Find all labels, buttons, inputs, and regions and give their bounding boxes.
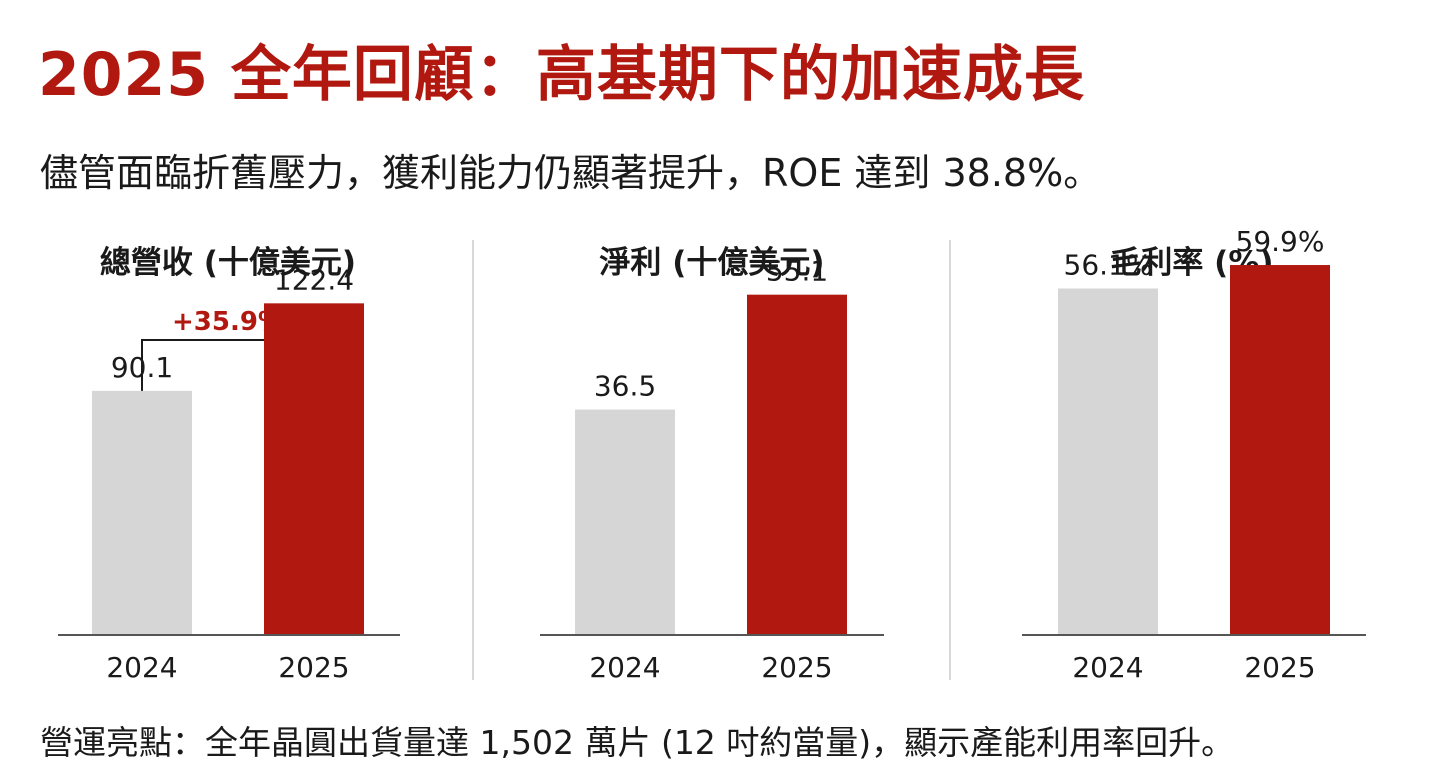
- x-label-2024: 2024: [106, 651, 177, 684]
- x-label-2024: 2024: [589, 651, 660, 684]
- x-label-2024: 2024: [1072, 651, 1143, 684]
- page-title: 2025 全年回顧：高基期下的加速成長: [38, 40, 1085, 110]
- value-label-revenue-2025: 122.4: [274, 263, 354, 296]
- footer-highlight: 營運亮點：全年晶圓出貨量達 1,502 萬片 (12 吋約當量)，顯示產能利用率…: [40, 723, 1235, 762]
- bar-gross-margin-2025: [1230, 265, 1330, 635]
- chart-gross-margin: 毛利率 (%) 56.1% 59.9% 2024 2025: [1022, 225, 1366, 684]
- chart-title: 總營收 (十億美元): [100, 245, 356, 281]
- bar-gross-margin-2024: [1058, 288, 1158, 635]
- x-label-2025: 2025: [1244, 651, 1315, 684]
- value-label-gross-margin-2025: 59.9%: [1236, 225, 1325, 258]
- x-label-2025: 2025: [761, 651, 832, 684]
- value-label-gross-margin-2024: 56.1%: [1064, 249, 1153, 282]
- chart-net-income: 淨利 (十億美元) 36.5 55.1 2024 2025: [540, 245, 884, 684]
- x-label-2025: 2025: [278, 651, 349, 684]
- chart-title: 淨利 (十億美元): [599, 245, 824, 281]
- bar-revenue-2025: [264, 303, 364, 635]
- page-subtitle: 儘管面臨折舊壓力，獲利能力仍顯著提升，ROE 達到 38.8%。: [40, 151, 1102, 195]
- bar-net-income-2024: [575, 409, 675, 635]
- value-label-net-income-2025: 55.1: [766, 255, 828, 288]
- value-label-net-income-2024: 36.5: [594, 370, 656, 403]
- growth-arrow-line: [141, 339, 308, 405]
- chart-revenue: 總營收 (十億美元) +35.9% 90.1 122.4 2024 2025: [58, 245, 400, 684]
- value-label-revenue-2024: 90.1: [111, 351, 173, 384]
- bar-revenue-2024: [92, 390, 192, 635]
- bar-net-income-2025: [747, 294, 847, 635]
